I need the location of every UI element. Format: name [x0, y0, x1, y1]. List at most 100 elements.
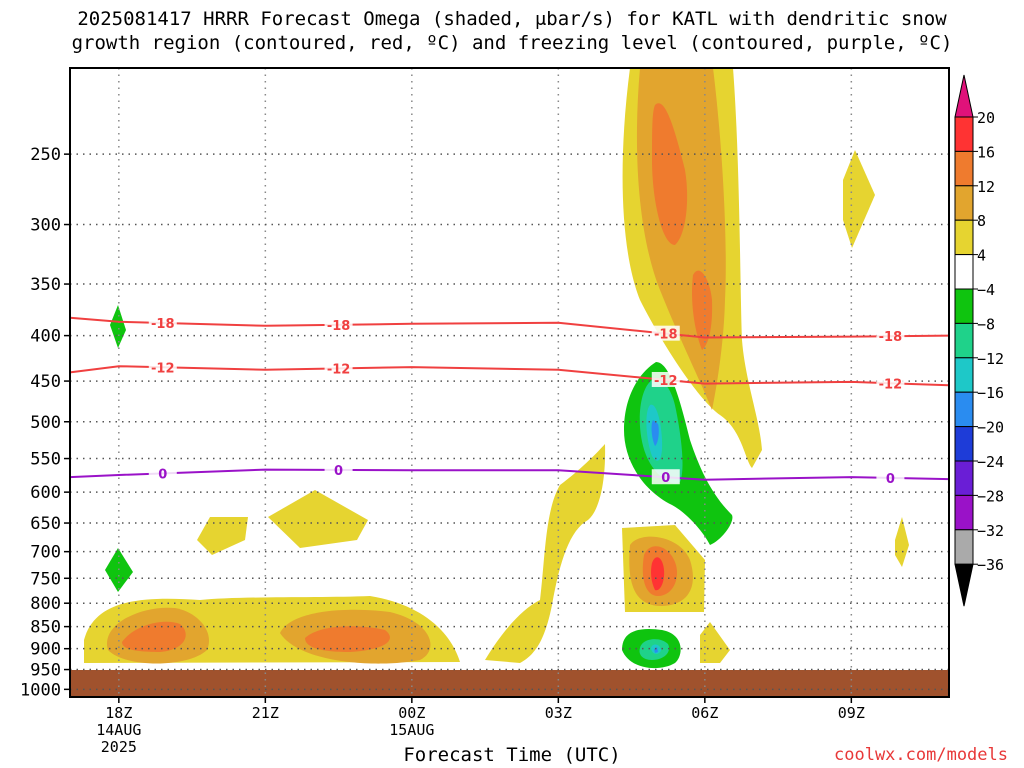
- omega-positive-region: [122, 621, 186, 652]
- colorbar-segment: [954, 529, 974, 565]
- contour-label-bg: [651, 325, 680, 341]
- omega-positive-region: [692, 270, 713, 350]
- chart-title-line1: 2025081417 HRRR Forecast Omega (shaded, …: [77, 8, 947, 30]
- colorbar-label: −16: [977, 384, 1004, 402]
- y-tick-label: 850: [30, 618, 61, 638]
- omega-positive-region: [197, 517, 248, 555]
- colorbar-label: −24: [977, 453, 1004, 471]
- colorbar-label: −36: [977, 556, 1004, 574]
- x-axis-label: Forecast Time (UTC): [403, 744, 621, 766]
- contour-label-bg: [148, 465, 177, 481]
- contour-label-bg: [148, 315, 177, 331]
- x-tick-label: 00Z: [398, 704, 425, 722]
- contour-label-bg: [876, 469, 905, 485]
- contour-label: 0: [158, 467, 167, 482]
- x-tick-label: 14AUG: [96, 721, 141, 739]
- colorbar-label: −4: [977, 281, 995, 299]
- omega-positive-region: [305, 626, 390, 652]
- contour-line: [69, 365, 950, 387]
- omega-negative-region: [651, 420, 659, 446]
- colorbar-label: 16: [977, 143, 995, 161]
- contour-label: -12: [327, 362, 351, 377]
- x-tick-label: 21Z: [252, 704, 279, 722]
- contour-line: [69, 316, 950, 339]
- omega-negative-region: [110, 305, 126, 348]
- colorbar-label: −32: [977, 522, 1004, 540]
- colorbar-label: −28: [977, 487, 1004, 505]
- x-tick-label: 2025: [101, 738, 137, 756]
- colorbar-label: −20: [977, 419, 1004, 437]
- omega-shading: [70, 68, 949, 697]
- y-tick-label: 750: [30, 569, 61, 589]
- y-tick-label: 1000: [20, 680, 61, 700]
- omega-positive-region: [268, 490, 368, 548]
- contour-label: 0: [886, 472, 895, 487]
- y-tick-label: 600: [30, 483, 61, 503]
- contour-label-bg: [148, 359, 177, 375]
- ground-below-surface: [70, 670, 949, 697]
- omega-positive-region: [485, 444, 606, 663]
- y-tick-label: 500: [30, 413, 61, 433]
- contour-label-bg: [876, 375, 905, 391]
- colorbar-segment: [954, 150, 974, 187]
- x-tick-label: 03Z: [545, 704, 572, 722]
- site-credit[interactable]: coolwx.com/models: [834, 745, 1008, 765]
- contour-label-bg: [324, 461, 353, 477]
- x-tick-label: 18Z: [105, 704, 132, 722]
- plot-frame: [69, 67, 950, 698]
- colorbar-label: −12: [977, 350, 1004, 368]
- temperature-contours: -18 -18 -18 -18 -12 -12 -12 -12 0 0 0 0: [69, 315, 950, 487]
- y-axis-ticks: 2503003504004505005506006507007508008509…: [20, 145, 70, 700]
- x-tick-label: 15AUG: [389, 721, 434, 739]
- y-tick-label: 300: [30, 216, 61, 236]
- colorbar-segment: [954, 254, 974, 290]
- contour-label: -18: [327, 319, 351, 334]
- colorbar: 20 16 12 8 4 −4 −8 −12 −16 −20 −24 −28 −32 −36: [954, 74, 1004, 607]
- contour-label: -18: [879, 330, 903, 345]
- omega-positive-region: [843, 150, 875, 248]
- y-tick-label: 250: [30, 145, 61, 165]
- y-tick-label: 400: [30, 327, 61, 347]
- colorbar-segment: [954, 322, 974, 359]
- contour-label-bg: [651, 469, 680, 485]
- omega-positive-region: [651, 557, 665, 591]
- colorbar-label: 8: [977, 212, 986, 230]
- colorbar-segment: [954, 357, 974, 393]
- colorbar-segment: [954, 116, 974, 152]
- x-tick-label: 06Z: [691, 704, 718, 722]
- y-tick-label: 900: [30, 640, 61, 660]
- contour-label-bg: [876, 328, 905, 344]
- contour-label-bg: [324, 316, 353, 332]
- y-tick-label: 800: [30, 594, 61, 614]
- contour-label-bg: [324, 360, 353, 376]
- contour-label: -18: [654, 328, 678, 343]
- colorbar-segment: [954, 494, 974, 531]
- x-tick-label: 09Z: [838, 704, 865, 722]
- colorbar-segment: [954, 426, 974, 462]
- colorbar-label: −8: [977, 315, 995, 333]
- y-tick-label: 550: [30, 450, 61, 470]
- omega-positive-region: [652, 103, 688, 245]
- contour-label: -12: [654, 374, 678, 389]
- omega-positive-region: [895, 517, 909, 567]
- contour-label: -12: [879, 377, 903, 392]
- contour-label-bg: [651, 371, 680, 387]
- colorbar-segment: [954, 288, 974, 324]
- colorbar-segment: [954, 460, 974, 496]
- colorbar-segment: [954, 219, 974, 256]
- grid-lines-x: [118, 68, 853, 697]
- colorbar-segment: [954, 185, 974, 221]
- colorbar-label: 12: [977, 178, 995, 196]
- colorbar-label: 20: [977, 109, 995, 127]
- y-tick-label: 650: [30, 514, 61, 534]
- contour-label: -18: [151, 317, 175, 332]
- colorbar-under-arrow: [954, 563, 974, 607]
- y-tick-label: 450: [30, 372, 61, 392]
- chart-title-line2: growth region (contoured, red, ºC) and f…: [71, 32, 953, 54]
- y-tick-label: 350: [30, 275, 61, 295]
- contour-label: 0: [661, 471, 670, 486]
- colorbar-segment: [954, 391, 974, 428]
- y-tick-label: 950: [30, 661, 61, 681]
